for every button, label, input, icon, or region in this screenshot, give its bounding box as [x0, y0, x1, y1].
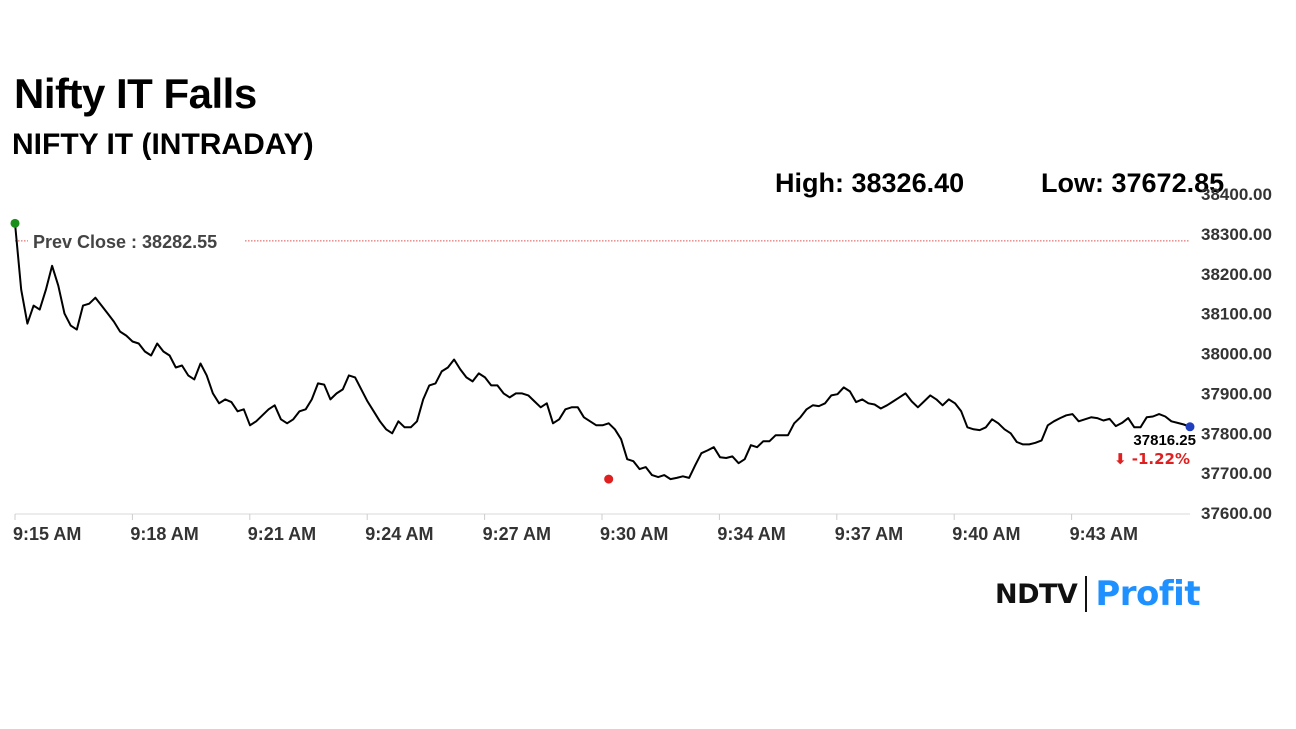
y-tick-label: 37600.00 [1201, 504, 1272, 523]
chart-subtitle: NIFTY IT (INTRADAY) [12, 128, 314, 161]
page-title: Nifty IT Falls [14, 70, 257, 117]
y-tick-label: 37900.00 [1201, 384, 1272, 403]
last-value-label: 37816.25 [1133, 432, 1196, 449]
y-tick-label: 38400.00 [1201, 185, 1272, 204]
logo-profit-text: Profit [1095, 574, 1201, 614]
low-value: 37672.85 [1111, 168, 1225, 198]
x-tick-label: 9:30 AM [600, 524, 668, 544]
low-label: Low: [1041, 168, 1104, 198]
low-marker [604, 474, 614, 484]
y-tick-label: 38100.00 [1201, 305, 1272, 324]
y-tick-label: 38200.00 [1201, 265, 1272, 284]
y-tick-label: 37700.00 [1201, 464, 1272, 483]
x-tick-label: 9:37 AM [835, 524, 903, 544]
x-tick-label: 9:18 AM [130, 524, 198, 544]
x-tick-label: 9:40 AM [952, 524, 1020, 544]
high-label: High: [775, 168, 844, 198]
high-marker [10, 218, 20, 228]
low-stat: Low: 37672.85 [1041, 168, 1224, 199]
y-tick-label: 38300.00 [1201, 225, 1272, 244]
high-stat: High: 38326.40 [775, 168, 964, 199]
y-tick-label: 38000.00 [1201, 345, 1272, 364]
ndtv-profit-logo: NDTV Profit [995, 574, 1201, 614]
last-marker [1185, 422, 1195, 432]
prev-close-label: Prev Close : 38282.55 [33, 232, 217, 252]
high-value: 38326.40 [851, 168, 965, 198]
y-tick-label: 37800.00 [1201, 424, 1272, 443]
x-tick-label: 9:43 AM [1070, 524, 1138, 544]
logo-divider [1085, 576, 1088, 612]
x-tick-label: 9:21 AM [248, 524, 316, 544]
change-label: ⬇ -1.22% [1114, 450, 1190, 468]
x-tick-label: 9:34 AM [717, 524, 785, 544]
logo-ndtv-text: NDTV [995, 578, 1078, 610]
price-series-line [14, 223, 1191, 481]
x-tick-label: 9:15 AM [13, 524, 81, 544]
x-tick-label: 9:27 AM [483, 524, 551, 544]
x-tick-label: 9:24 AM [365, 524, 433, 544]
